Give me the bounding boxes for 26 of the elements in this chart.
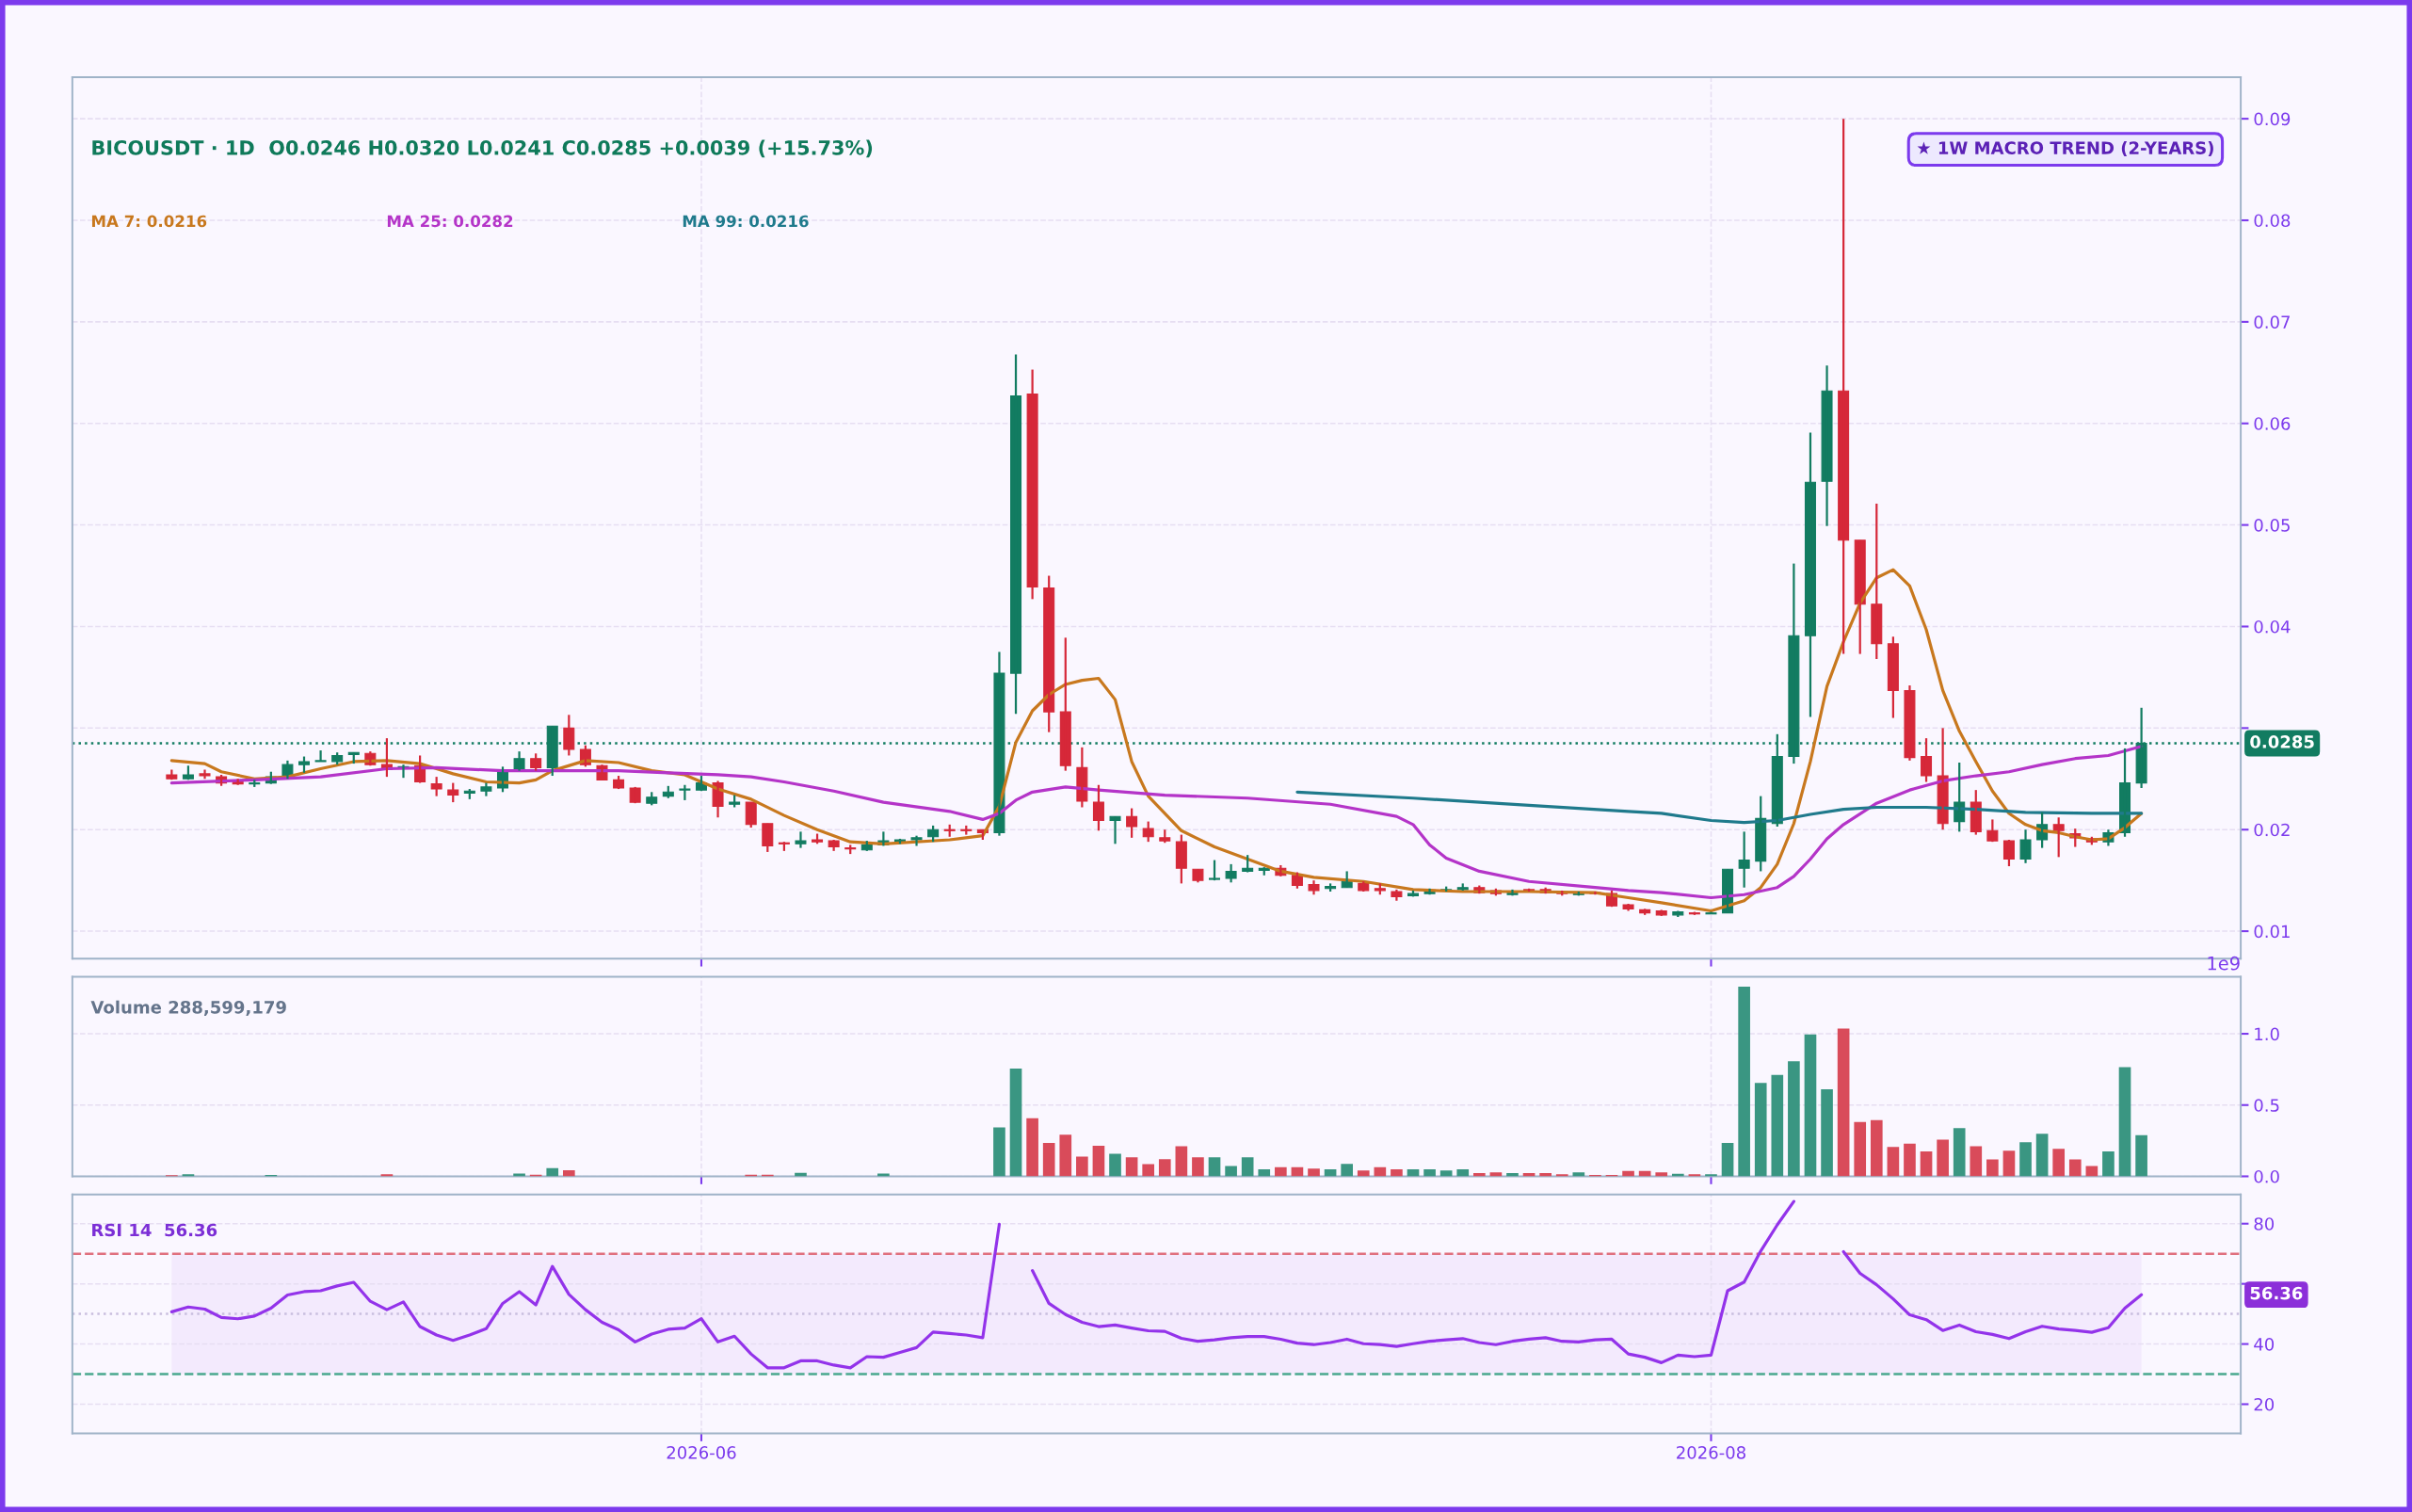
y-tick-label: 0.06 — [2254, 417, 2291, 430]
y-tick-label: 80 — [2254, 1217, 2275, 1231]
annotation: ★ 1W MACRO TREND (2-YEARS) — [1917, 140, 2213, 157]
x-tick-label: 2026-06 — [667, 1446, 736, 1459]
text: RSI 14 56.36 — [92, 1223, 217, 1237]
ref-line-label: 0.0285 — [2250, 735, 2314, 748]
text: BICOUSDT · 1D O0.0246 H0.0320 L0.0241 C0.0285 +0.0039 (+15.73%) — [92, 139, 873, 158]
y-tick-label: 20 — [2254, 1397, 2275, 1411]
text: Volume 288,599,179 — [90, 1000, 286, 1016]
text: MA 99: 0.0216 — [683, 215, 809, 228]
y-tick-label: 0.0 — [2254, 1169, 2279, 1183]
text: MA 25: 0.0282 — [387, 215, 513, 228]
y-tick-label: 0.09 — [2254, 112, 2291, 126]
text: MA 7: 0.0216 — [91, 215, 207, 228]
y-tick-label: 0.02 — [2254, 823, 2290, 837]
y-tick-label: 0.01 — [2254, 925, 2290, 939]
y-tick-label: 1.0 — [2255, 1027, 2279, 1041]
y-tick-label: 0.04 — [2254, 619, 2291, 634]
y-tick-label: 0.5 — [2254, 1099, 2279, 1112]
annotation: 1e9 — [2208, 956, 2240, 971]
y-tick-label: 0.08 — [2254, 214, 2291, 228]
y-tick-label: 40 — [2254, 1338, 2275, 1351]
y-tick-label: 0.05 — [2254, 519, 2290, 532]
x-tick-label: 2026-08 — [1677, 1446, 1745, 1459]
text: 56.36 — [2250, 1286, 2303, 1300]
y-tick-label: 0.07 — [2254, 315, 2290, 329]
